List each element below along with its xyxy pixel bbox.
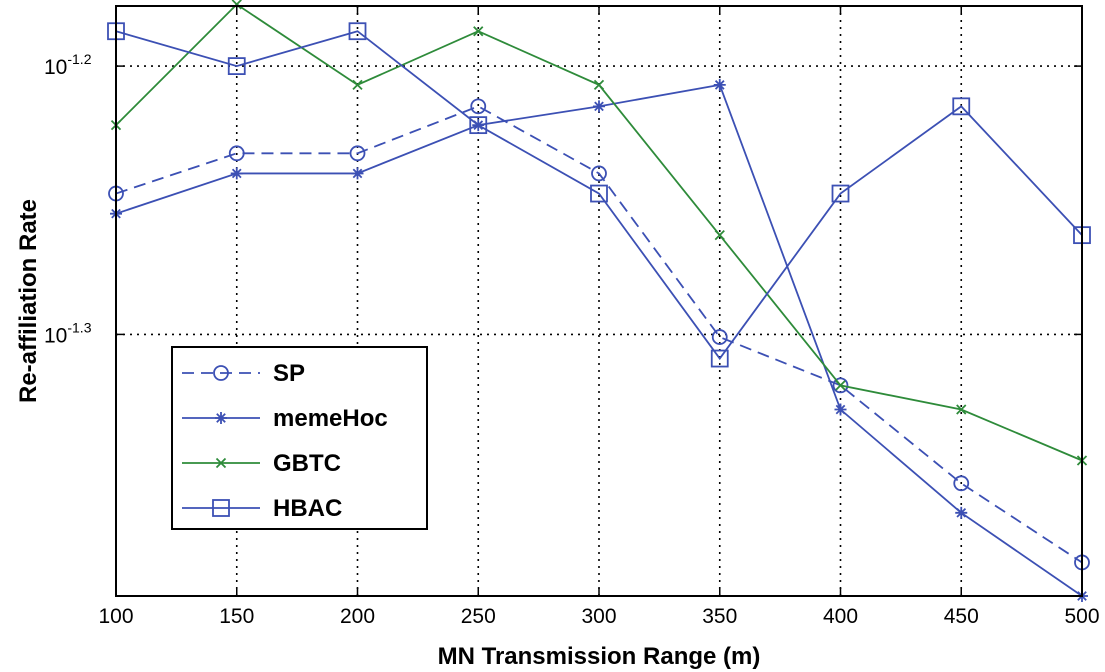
data-point-x [714,229,725,241]
data-point-star [834,403,847,416]
legend-entry-HBAC: HBAC [182,495,342,522]
data-point-square [831,184,850,203]
data-point-square [710,349,729,368]
legend-label: HBAC [273,495,342,522]
data-point-x [352,79,363,91]
x-tick-label: 400 [823,605,858,628]
x-tick-label: 250 [461,605,496,628]
y-tick-label: 10-1.3 [44,319,92,347]
x-tick-label: 150 [219,605,254,628]
data-point-star [215,412,227,424]
data-point-x [215,457,227,469]
data-point-square [590,184,608,203]
data-point-square [469,116,488,135]
x-tick-label: 350 [702,605,737,628]
data-point-x [473,26,484,37]
data-point-square [348,22,367,41]
data-point-circle [711,329,728,345]
series-GBTC [110,0,1088,466]
legend-label: SP [273,360,305,387]
data-point-square [952,97,971,116]
data-point-x [593,79,605,91]
x-axis-label: MN Transmission Range (m) [438,643,761,670]
data-point-x [835,380,846,391]
legend-entry-GBTC: GBTC [182,450,341,477]
series-line [115,30,1083,361]
legend: SP memeHoc GBTC HBAC [171,346,428,530]
legend-entry-memeHoc: memeHoc [182,405,388,432]
data-point-circle [213,365,229,381]
data-point-circle [591,165,607,182]
x-tick-label: 450 [944,605,979,628]
data-point-star [593,100,605,113]
data-point-x [956,404,967,415]
x-tick-label: 300 [581,605,616,628]
x-tick-label: 200 [340,605,375,628]
data-point-star [955,506,968,519]
data-point-star [713,78,726,91]
series-HBAC [107,22,1091,368]
data-point-circle [953,475,970,492]
legend-label: GBTC [273,450,341,477]
legend-label: memeHoc [273,405,388,432]
data-point-square [212,499,230,517]
data-point-circle [228,145,245,162]
y-tick-label: 10-1.2 [44,51,92,79]
data-point-x [231,0,242,10]
tick-layer: 100 150 200 250 300 350 400 450 500 10-1.2 10-1.3 [44,6,1100,628]
series-line [115,105,1083,564]
series-SP [108,98,1090,571]
x-tick-label: 100 [98,605,133,628]
data-point-star [351,167,364,180]
y-axis-label: Re-affiliation Rate [15,199,42,403]
legend-entry-SP: SP [182,360,305,387]
data-point-star [230,167,243,180]
data-point-circle [832,377,849,394]
data-point-circle [470,98,487,115]
data-point-circle [349,145,366,162]
x-tick-label: 500 [1064,605,1099,628]
data-point-square [227,57,246,76]
